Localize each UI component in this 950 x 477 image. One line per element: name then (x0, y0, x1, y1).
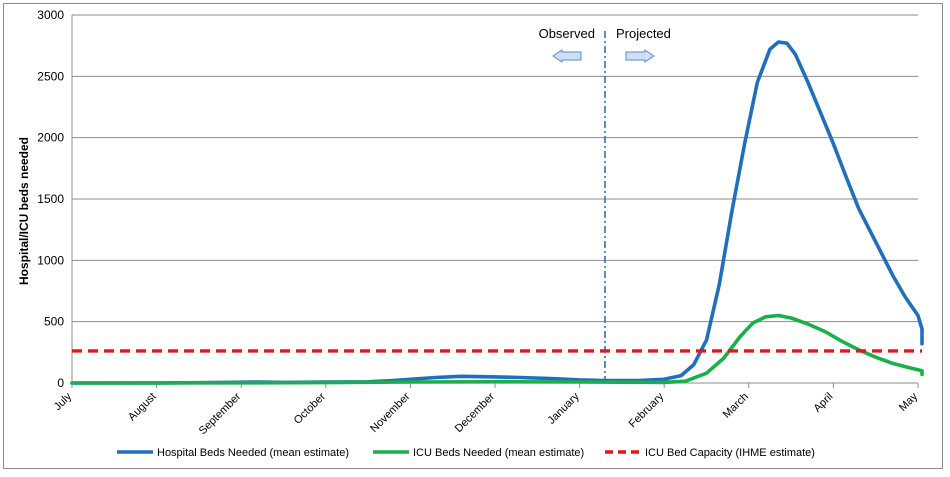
x-tick-label: December (453, 390, 498, 435)
y-tick-label: 2500 (37, 69, 64, 83)
series-lines (70, 40, 924, 385)
y-tick-label: 500 (44, 315, 64, 329)
legend-label-icu: ICU Beds Needed (mean estimate) (413, 447, 584, 459)
axes: 0 500 1000 1500 2000 2500 3000 July August Septem… (17, 8, 920, 437)
x-tick-label: October (292, 390, 328, 426)
y-tick-label: 2000 (37, 131, 64, 145)
projected-arrow-icon (625, 49, 655, 63)
chart-frame: 0 500 1000 1500 2000 2500 3000 July August Septem… (3, 3, 943, 469)
chart-svg: 0 500 1000 1500 2000 2500 3000 July August Septem… (17, 8, 924, 459)
projected-label: Projected (616, 26, 671, 41)
legend: Hospital Beds Needed (mean estimate) ICU … (117, 447, 815, 459)
x-tick-label: August (126, 391, 159, 424)
x-tick-label: July (52, 390, 75, 413)
x-tick-label: November (368, 390, 413, 435)
y-axis-title: Hospital/ICU beds needed (17, 137, 31, 285)
x-tick-label: March (721, 391, 751, 421)
legend-label-capacity: ICU Bed Capacity (IHME estimate) (645, 447, 815, 459)
observed-arrow-icon (552, 49, 582, 63)
x-tick-label: February (627, 390, 667, 430)
y-tick-label: 3000 (37, 8, 64, 22)
series-line-hospital (70, 40, 924, 385)
series-line-icu (70, 313, 924, 385)
x-tick-label: January (546, 390, 583, 427)
x-tick-label: September (197, 390, 244, 437)
gridlines (72, 14, 918, 323)
x-tick-label: April (811, 391, 835, 415)
y-tick-label: 0 (57, 376, 64, 390)
observed-projected-divider: Observed Projected (539, 26, 671, 383)
legend-label-hospital: Hospital Beds Needed (mean estimate) (157, 447, 349, 459)
y-tick-label: 1000 (37, 253, 64, 267)
observed-label: Observed (539, 26, 595, 41)
y-tick-label: 1500 (37, 192, 64, 206)
x-tick-label: May (897, 390, 921, 414)
